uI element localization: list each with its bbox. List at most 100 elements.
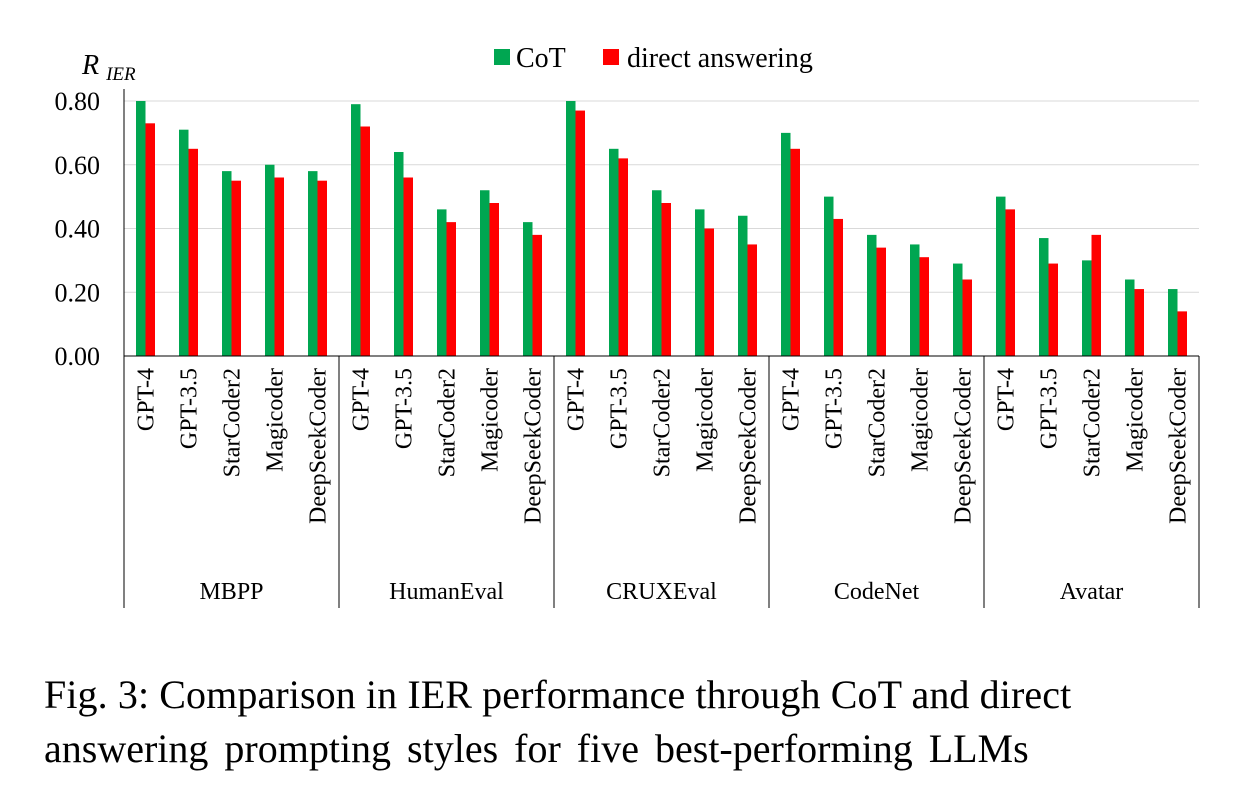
x-tick-label: GPT-4 xyxy=(779,368,805,431)
x-tick-label: Magicoder xyxy=(1123,368,1149,472)
bar-direct xyxy=(618,158,628,356)
bar-cot xyxy=(609,148,619,356)
y-tick-label: 0.80 xyxy=(55,87,101,116)
bar-direct xyxy=(1134,289,1144,356)
bar-cot xyxy=(910,244,920,356)
x-tick-label: Magicoder xyxy=(908,368,934,472)
x-tick-label: GPT-4 xyxy=(564,368,590,431)
y-tick-label: 0.60 xyxy=(55,151,101,180)
bar-cot xyxy=(781,132,791,356)
bar-direct xyxy=(704,228,714,356)
bar-cot xyxy=(695,209,705,356)
bar-direct xyxy=(532,234,542,356)
bar-direct xyxy=(962,279,972,356)
group-label: MBPP xyxy=(199,579,263,605)
x-tick-label: GPT-3.5 xyxy=(607,368,633,449)
axes xyxy=(123,89,1200,608)
bar-cot xyxy=(738,215,748,356)
legend-label-cot: CoT xyxy=(516,43,566,74)
bar-direct xyxy=(274,177,284,356)
x-tick-label: GPT-4 xyxy=(349,368,375,431)
y-axis-label-subscript: IER xyxy=(105,64,136,85)
group-label: HumanEval xyxy=(389,579,504,605)
x-tick-label: StarCoder2 xyxy=(865,368,891,477)
x-tick-label: Magicoder xyxy=(478,368,504,472)
x-tick-label: GPT-3.5 xyxy=(822,368,848,449)
bar-cot xyxy=(996,196,1006,356)
bar-chart: 0.00 0.20 0.40 0.60 0.80 GPT-4 GPT-3.5 StarCode… xyxy=(55,43,1200,608)
bar-direct xyxy=(919,257,929,356)
bar-cot xyxy=(179,129,189,356)
bar-direct xyxy=(790,148,800,356)
caption-line-1: Fig. 3: Comparison in IER performance th… xyxy=(44,672,1072,717)
figure-caption: Fig. 3: Comparison in IER performance th… xyxy=(44,668,1224,776)
x-tick-label: Magicoder xyxy=(693,368,719,472)
bar-direct xyxy=(661,203,671,356)
bar-direct xyxy=(231,180,241,356)
bar-direct xyxy=(1177,311,1187,356)
legend-swatch-cot xyxy=(494,49,510,65)
bar-direct xyxy=(489,203,499,356)
labels: 0.00 0.20 0.40 0.60 0.80 GPT-4 GPT-3.5 StarCode… xyxy=(55,87,1192,605)
x-tick-label: StarCoder2 xyxy=(650,368,676,477)
bar-direct xyxy=(1091,234,1101,356)
y-tick-label: 0.00 xyxy=(55,342,101,371)
bar-cot xyxy=(566,101,576,356)
y-tick-label: 0.20 xyxy=(55,278,101,307)
bar-direct xyxy=(833,218,843,356)
bar-cot xyxy=(136,101,146,356)
bar-cot xyxy=(394,152,404,356)
bar-cot xyxy=(523,222,533,356)
group-label: CodeNet xyxy=(834,579,920,605)
bar-direct xyxy=(360,126,370,356)
bar-cot xyxy=(1125,279,1135,356)
bar-cot xyxy=(265,164,275,356)
bar-direct xyxy=(575,110,585,356)
x-tick-label: StarCoder2 xyxy=(220,368,246,477)
bar-direct xyxy=(446,222,456,356)
group-label: Avatar xyxy=(1060,579,1124,605)
x-tick-label: DeepSeekCoder xyxy=(951,368,977,524)
x-tick-label: DeepSeekCoder xyxy=(1166,368,1192,524)
x-tick-label: GPT-4 xyxy=(994,368,1020,431)
caption-line-2: answering prompting styles for five best… xyxy=(44,726,1029,771)
bar-cot xyxy=(308,171,318,356)
bar-direct xyxy=(876,247,886,356)
bar-cot xyxy=(867,234,877,356)
bar-direct xyxy=(403,177,413,356)
bar-direct xyxy=(747,244,757,356)
bar-direct xyxy=(188,148,198,356)
bar-cot xyxy=(1168,289,1178,356)
legend-swatch-direct xyxy=(603,49,619,65)
bar-direct xyxy=(145,123,155,356)
x-tick-label: DeepSeekCoder xyxy=(521,368,547,524)
bar-direct xyxy=(317,180,327,356)
group-label: CRUXEval xyxy=(606,579,717,605)
y-axis-label-main: R xyxy=(81,50,99,81)
y-tick-label: 0.40 xyxy=(55,215,101,244)
x-tick-label: GPT-3.5 xyxy=(392,368,418,449)
bar-cot xyxy=(351,104,361,356)
x-tick-label: DeepSeekCoder xyxy=(306,368,332,524)
bar-cot xyxy=(222,171,232,356)
x-tick-label: GPT-3.5 xyxy=(1037,368,1063,449)
x-tick-label: DeepSeekCoder xyxy=(736,368,762,524)
x-tick-label: StarCoder2 xyxy=(435,368,461,477)
bar-direct xyxy=(1048,263,1058,356)
bar-cot xyxy=(652,190,662,356)
x-tick-label: GPT-3.5 xyxy=(177,368,203,449)
bar-cot xyxy=(953,263,963,356)
bars xyxy=(136,101,1187,356)
bar-cot xyxy=(1082,260,1092,356)
x-tick-label: Magicoder xyxy=(263,368,289,472)
legend: CoT direct answering xyxy=(494,43,813,74)
bar-cot xyxy=(480,190,490,356)
bar-direct xyxy=(1005,209,1015,356)
x-tick-label: GPT-4 xyxy=(134,368,160,431)
bar-cot xyxy=(1039,238,1049,356)
bar-cot xyxy=(437,209,447,356)
y-axis-label: R IER xyxy=(81,50,136,85)
x-tick-label: StarCoder2 xyxy=(1080,368,1106,477)
legend-label-direct: direct answering xyxy=(627,43,813,74)
bar-cot xyxy=(824,196,834,356)
